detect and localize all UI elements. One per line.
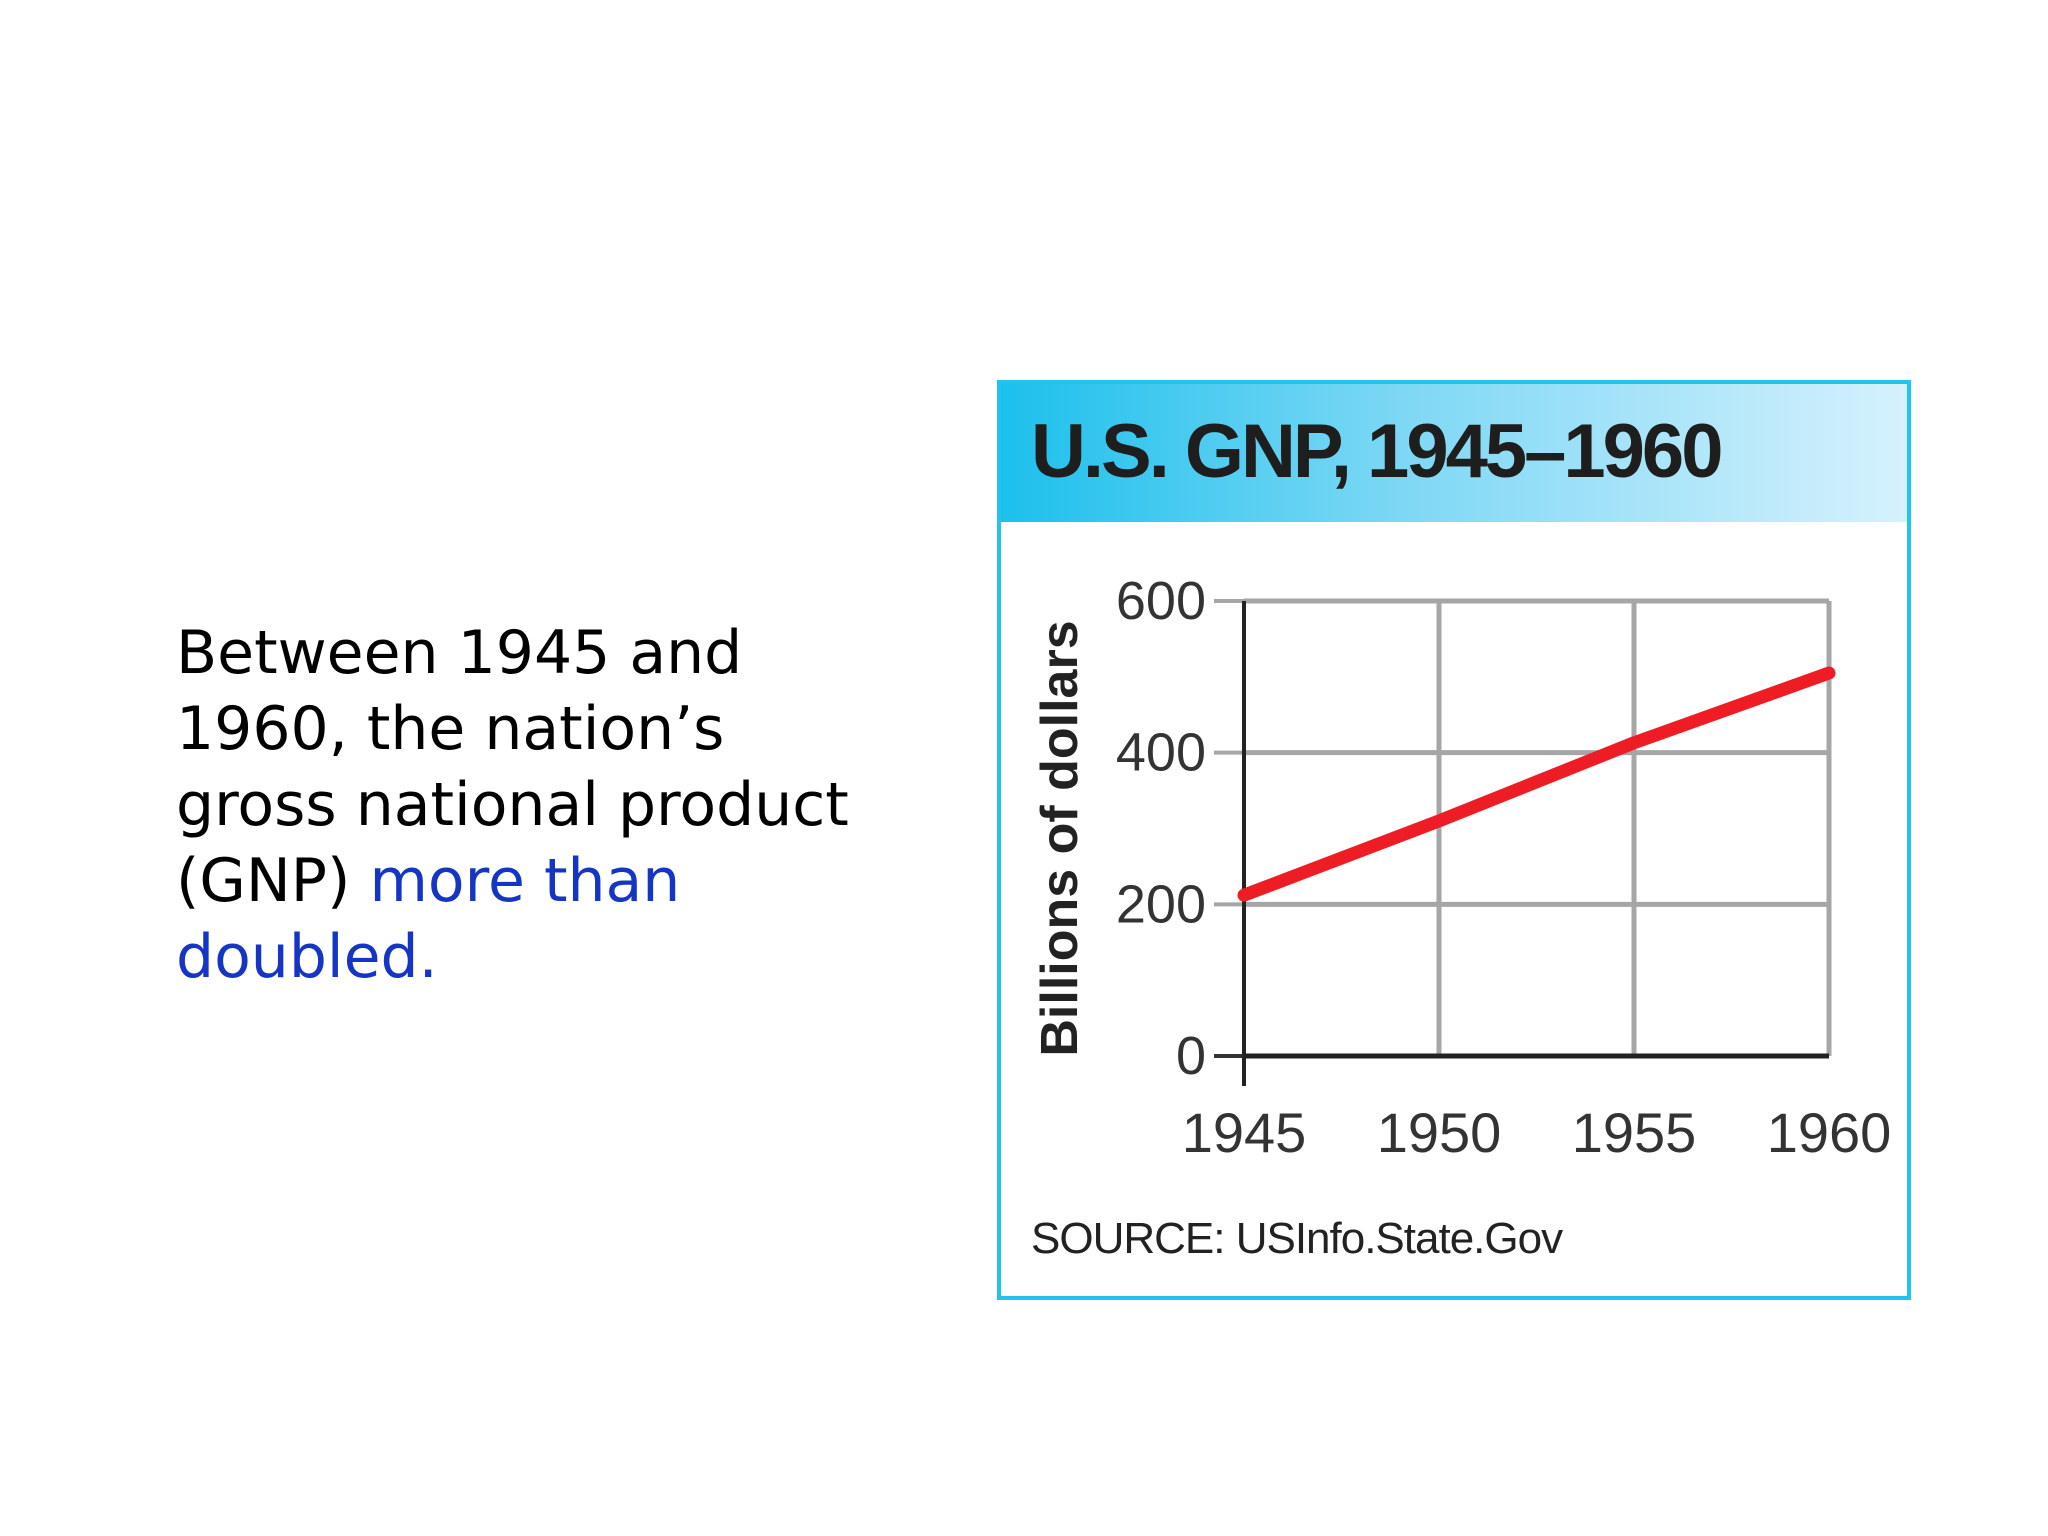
chart-grid bbox=[1244, 598, 1832, 1056]
y-axis-title: Billions of dollars bbox=[1031, 620, 1089, 1056]
chart-axes bbox=[1214, 599, 1829, 1086]
chart-source-note: SOURCE: USInfo.State.Gov bbox=[1031, 1214, 1563, 1263]
slide-body-text: Between 1945 and 1960, the nation’s gros… bbox=[176, 615, 856, 995]
chart-labels: 0 200 400 600 1945 1950 1955 1960 Billions of do… bbox=[1031, 571, 1891, 1164]
slide-text-plain: Between 1945 and 1960, the nation’s gros… bbox=[176, 618, 849, 916]
gnp-chart-panel: U.S. GNP, 1945–1960 0 200 400 600 1945 1950 19… bbox=[997, 380, 1911, 1300]
chart-series bbox=[1237, 666, 1836, 902]
y-tick-label-600: 600 bbox=[1116, 571, 1206, 631]
slide-text-highlight: more than doubled. bbox=[176, 846, 681, 992]
x-tick-label-1950: 1950 bbox=[1377, 1101, 1502, 1164]
x-tick-label-1960: 1960 bbox=[1767, 1101, 1892, 1164]
gnp-line-chart: 0 200 400 600 1945 1950 1955 1960 Billions of do… bbox=[1031, 571, 1891, 1164]
x-tick-label-1945: 1945 bbox=[1182, 1101, 1307, 1164]
y-tick-label-0: 0 bbox=[1176, 1026, 1206, 1086]
y-tick-label-400: 400 bbox=[1116, 723, 1206, 783]
x-tick-label-1955: 1955 bbox=[1572, 1101, 1697, 1164]
chart-header: U.S. GNP, 1945–1960 bbox=[1001, 384, 1907, 522]
series-line-0 bbox=[1237, 666, 1836, 902]
chart-title: U.S. GNP, 1945–1960 bbox=[1031, 409, 1723, 494]
y-tick-label-200: 200 bbox=[1116, 874, 1206, 934]
